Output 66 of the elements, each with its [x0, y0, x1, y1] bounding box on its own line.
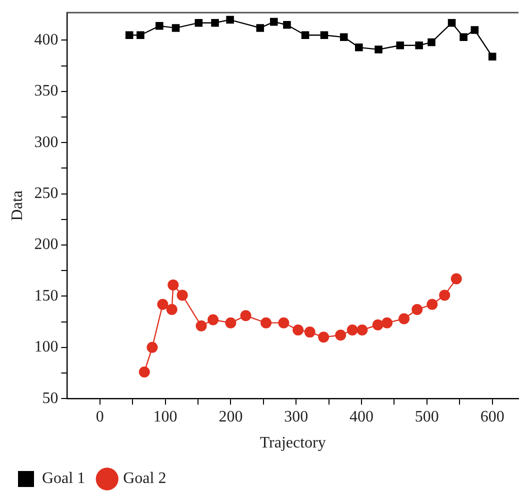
- point: [156, 22, 164, 30]
- point: [320, 31, 328, 40]
- point: [356, 324, 368, 336]
- point: [208, 314, 219, 326]
- point: [166, 304, 178, 316]
- point: [304, 326, 316, 338]
- point: [292, 324, 304, 336]
- point: [283, 21, 291, 29]
- x-tick-label: 100: [153, 408, 178, 426]
- point: [355, 44, 363, 52]
- point: [172, 24, 180, 32]
- point: [240, 310, 252, 322]
- point: [136, 31, 144, 40]
- point: [346, 324, 358, 336]
- point: [270, 18, 278, 26]
- x-axis-title: Trajectory: [260, 434, 326, 452]
- point: [470, 26, 479, 34]
- y-axis-title: Data: [8, 190, 26, 221]
- x-tick-label: 600: [480, 408, 504, 426]
- point: [226, 16, 234, 24]
- point: [157, 298, 168, 310]
- x-tick-label: 200: [218, 408, 243, 426]
- y-tick-label: 100: [34, 338, 58, 356]
- point: [225, 317, 236, 328]
- x-tick-label: 0: [96, 408, 104, 426]
- x-tick-label: 300: [284, 408, 308, 426]
- point: [196, 320, 207, 332]
- point: [340, 33, 348, 42]
- x-tick-label: 400: [350, 408, 374, 426]
- point: [146, 342, 158, 353]
- point: [450, 273, 462, 284]
- point: [301, 31, 310, 40]
- point: [398, 313, 410, 324]
- point: [194, 18, 203, 27]
- point: [426, 298, 438, 310]
- point: [318, 332, 330, 343]
- y-tick-label: 400: [34, 31, 58, 48]
- point: [372, 319, 384, 330]
- y-tick-label: 350: [34, 82, 58, 100]
- point: [256, 24, 264, 32]
- x-tick-label: 500: [414, 408, 439, 426]
- point: [412, 304, 423, 316]
- legend-label: Goal 2: [123, 470, 166, 488]
- point: [211, 18, 219, 27]
- y-tick-label: 250: [34, 185, 58, 202]
- point: [415, 41, 423, 50]
- point: [488, 52, 496, 61]
- point: [138, 366, 150, 378]
- point: [428, 38, 436, 46]
- point: [448, 18, 456, 27]
- y-tick-label: 300: [34, 134, 58, 151]
- y-tick-label: 200: [34, 236, 58, 254]
- point: [335, 330, 346, 341]
- point: [125, 31, 134, 40]
- point: [278, 317, 290, 328]
- y-tick-label: 50: [42, 390, 58, 407]
- legend-label: Goal 1: [42, 470, 86, 488]
- point: [460, 33, 468, 42]
- point: [374, 46, 382, 54]
- point: [176, 290, 188, 301]
- point: [396, 41, 404, 50]
- y-tick-label: 150: [34, 287, 58, 304]
- point: [439, 290, 450, 301]
- point: [260, 317, 272, 328]
- point: [168, 279, 179, 290]
- point: [382, 317, 393, 328]
